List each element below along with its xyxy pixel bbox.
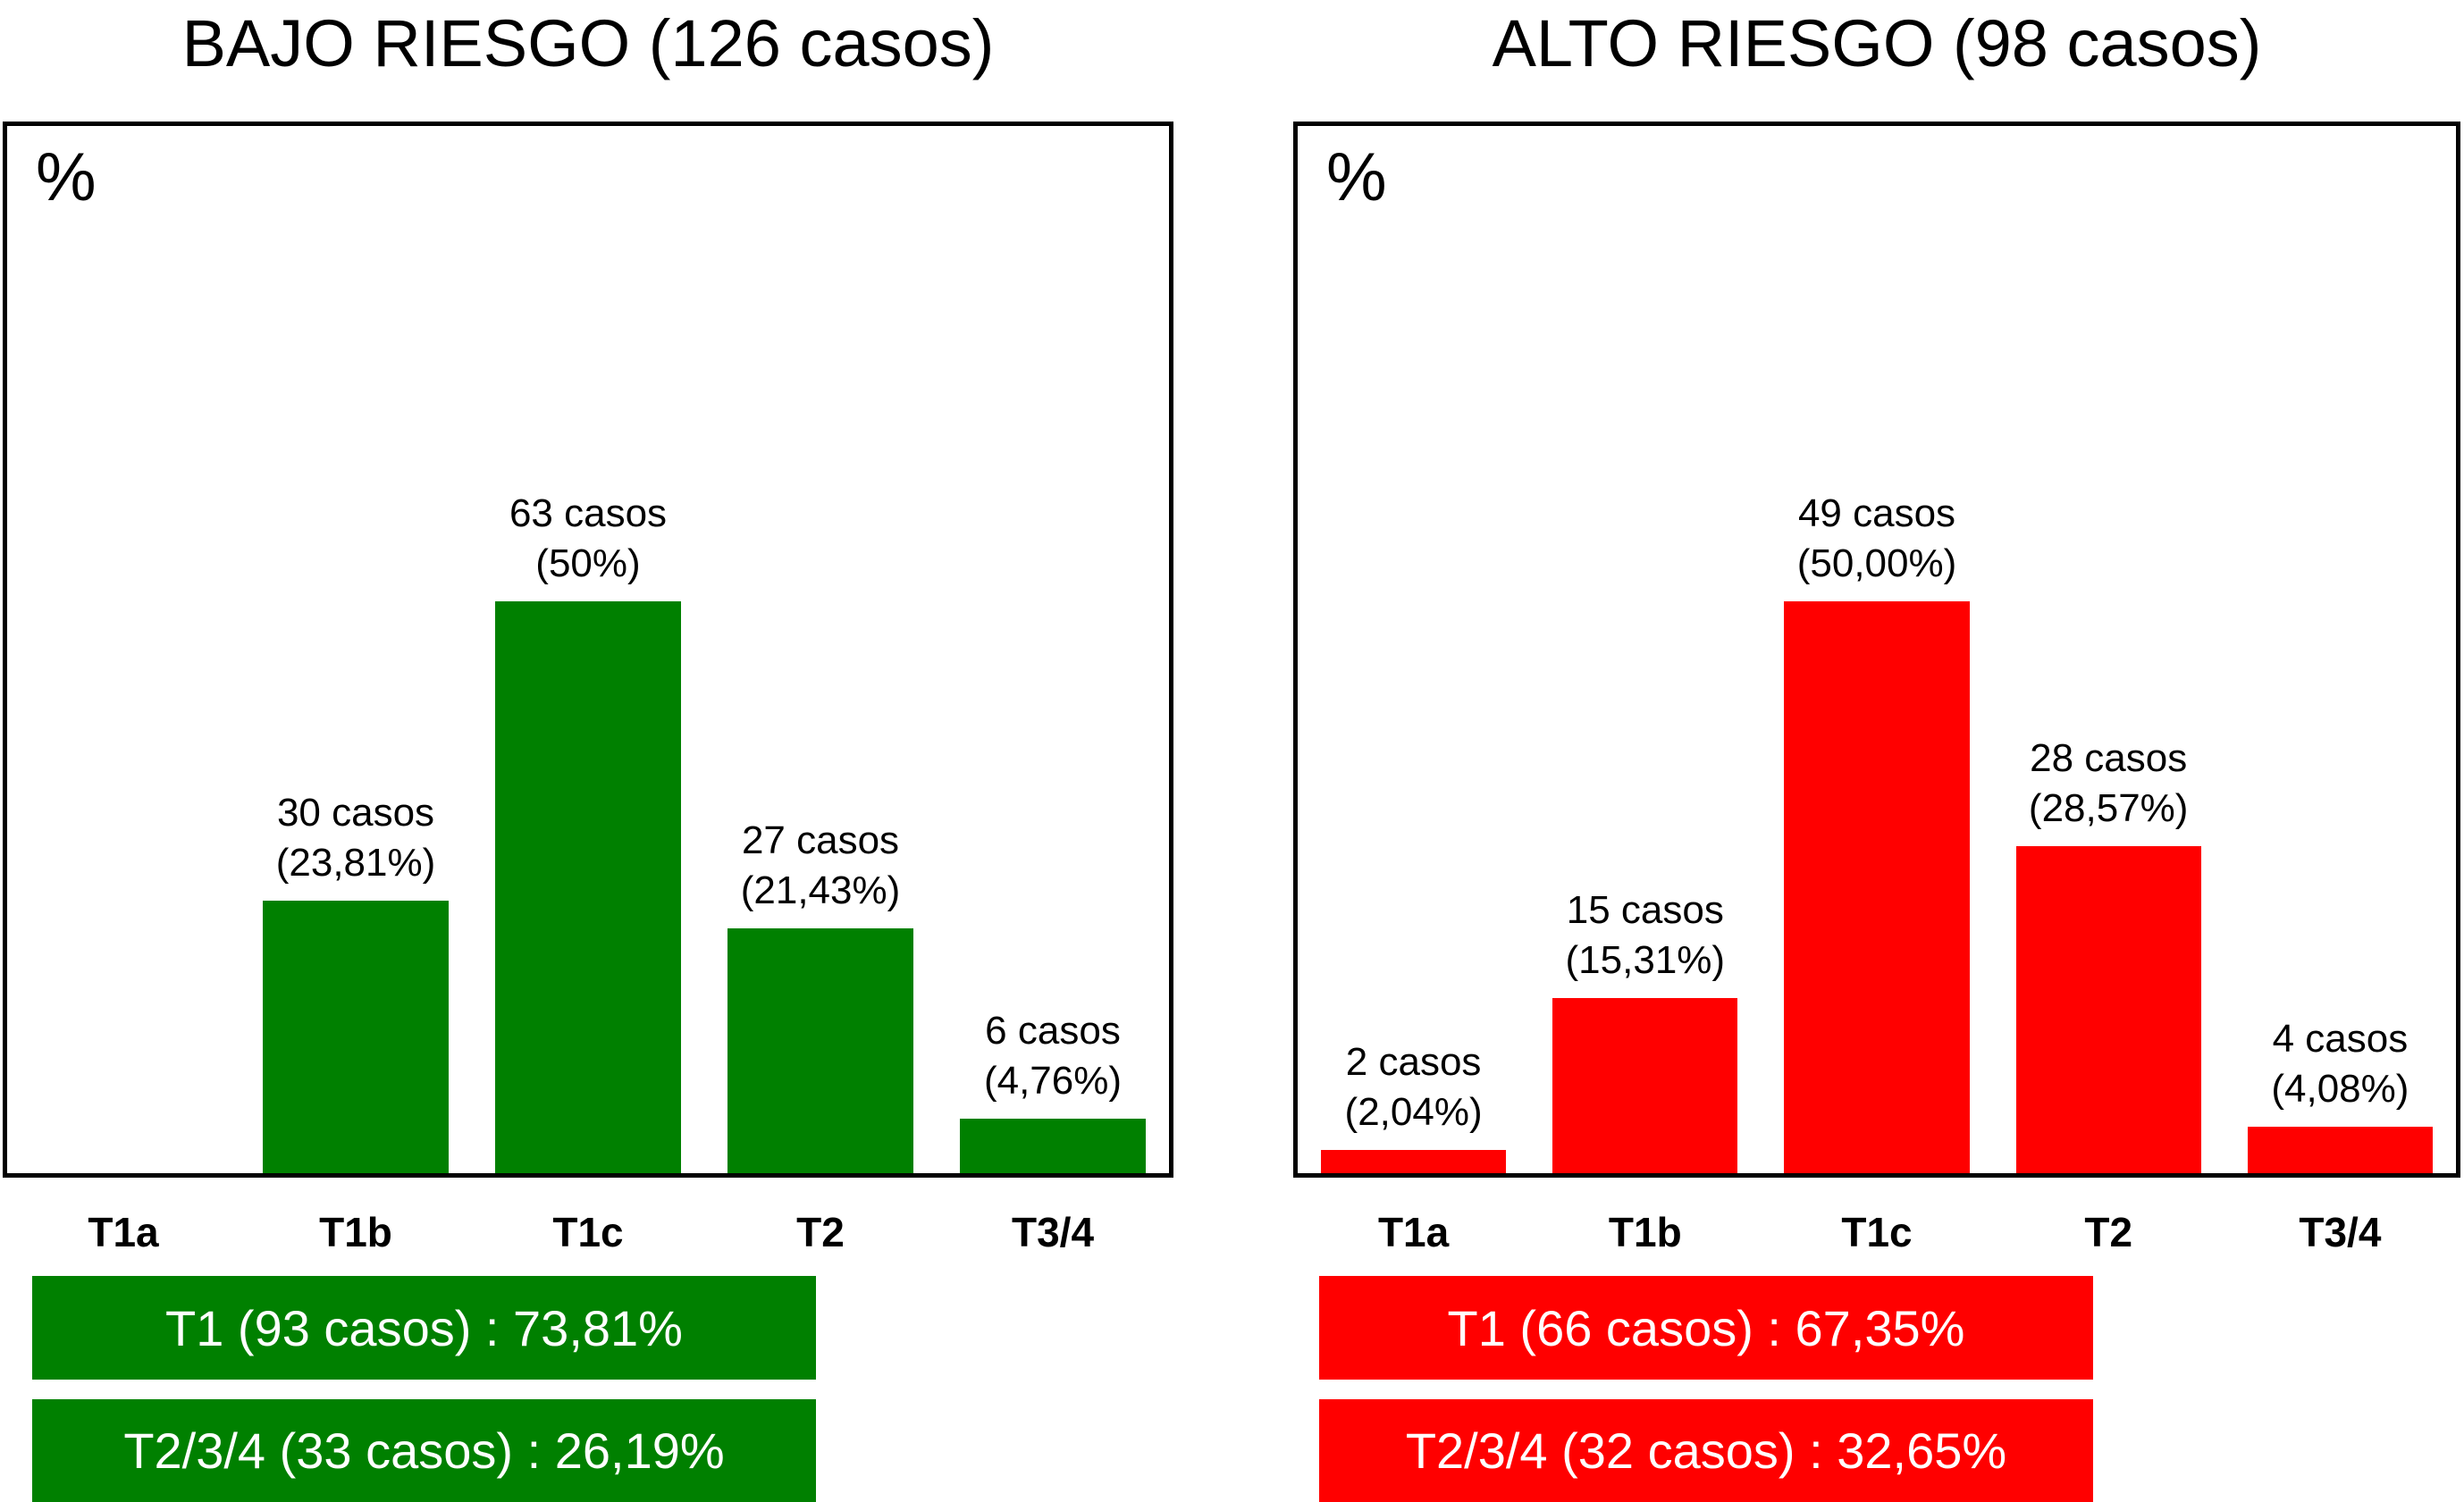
x-tick-T2: T2 bbox=[2084, 1209, 2133, 1255]
bar-label-T3/4: 6 casos (4,76%) bbox=[983, 1009, 1123, 1103]
summary-row-bajo-riesgo-2: T2/3/4 (33 casos) : 26,19% bbox=[32, 1399, 816, 1502]
bar-T1c bbox=[1784, 601, 1970, 1173]
summary-row-bajo-riesgo-1: T1 (93 casos) : 73,81% bbox=[32, 1276, 816, 1380]
chart-panel-bajo-riesgo: BAJO RIESGO (126 casos) % 30 casos (23,8… bbox=[3, 0, 1173, 1502]
plot-area: % 30 casos (23,81%) 63 casos (50%) 27 caso… bbox=[3, 122, 1173, 1178]
x-tick-T3/4: T3/4 bbox=[2299, 1209, 2382, 1255]
bar-T1b bbox=[1552, 998, 1738, 1173]
bar-T3/4 bbox=[960, 1119, 1146, 1173]
bar-T1c bbox=[495, 601, 681, 1173]
x-tick-T3/4: T3/4 bbox=[1011, 1209, 1095, 1255]
bar-label-T1c: 63 casos (50%) bbox=[509, 491, 668, 586]
bar-label-T3/4: 4 casos (4,08%) bbox=[2271, 1017, 2409, 1112]
bar-T2 bbox=[727, 928, 913, 1173]
bar-label-T1b: 30 casos (23,81%) bbox=[275, 791, 436, 885]
summary-row-alto-riesgo-1: T1 (66 casos) : 67,35% bbox=[1319, 1276, 2093, 1380]
chart-title: ALTO RIESGO (98 casos) bbox=[1492, 6, 2262, 80]
y-axis-unit-label: % bbox=[36, 139, 97, 215]
bar-label-T1c: 49 casos (50,00%) bbox=[1796, 491, 1957, 586]
x-tick-T1a: T1a bbox=[88, 1209, 159, 1255]
bar-label-T2: 27 casos (21,43%) bbox=[740, 818, 901, 913]
chart-panel-alto-riesgo: ALTO RIESGO (98 casos) % 2 casos (2,04%)… bbox=[1293, 0, 2460, 1502]
y-axis-unit-label: % bbox=[1326, 139, 1387, 215]
bar-T1a bbox=[1320, 1150, 1507, 1173]
x-tick-T2: T2 bbox=[796, 1209, 845, 1255]
bar-T1b bbox=[263, 901, 449, 1173]
x-tick-T1a: T1a bbox=[1377, 1209, 1450, 1255]
bar-label-T1a: 2 casos (2,04%) bbox=[1344, 1040, 1483, 1135]
x-tick-T1b: T1b bbox=[319, 1209, 392, 1255]
bar-label-T2: 28 casos (28,57%) bbox=[2028, 736, 2189, 831]
x-tick-T1b: T1b bbox=[1608, 1209, 1682, 1255]
plot-area: % 2 casos (2,04%) 15 casos (15,31%) 49 cas… bbox=[1293, 122, 2460, 1178]
x-tick-T1c: T1c bbox=[552, 1209, 624, 1255]
bar-T3/4 bbox=[2247, 1127, 2434, 1173]
summary-row-alto-riesgo-2: T2/3/4 (32 casos) : 32,65% bbox=[1319, 1399, 2093, 1502]
chart-title: BAJO RIESGO (126 casos) bbox=[181, 6, 995, 80]
bar-label-T1b: 15 casos (15,31%) bbox=[1565, 888, 1726, 983]
x-tick-T1c: T1c bbox=[1841, 1209, 1913, 1255]
bar-T2 bbox=[2015, 846, 2201, 1173]
